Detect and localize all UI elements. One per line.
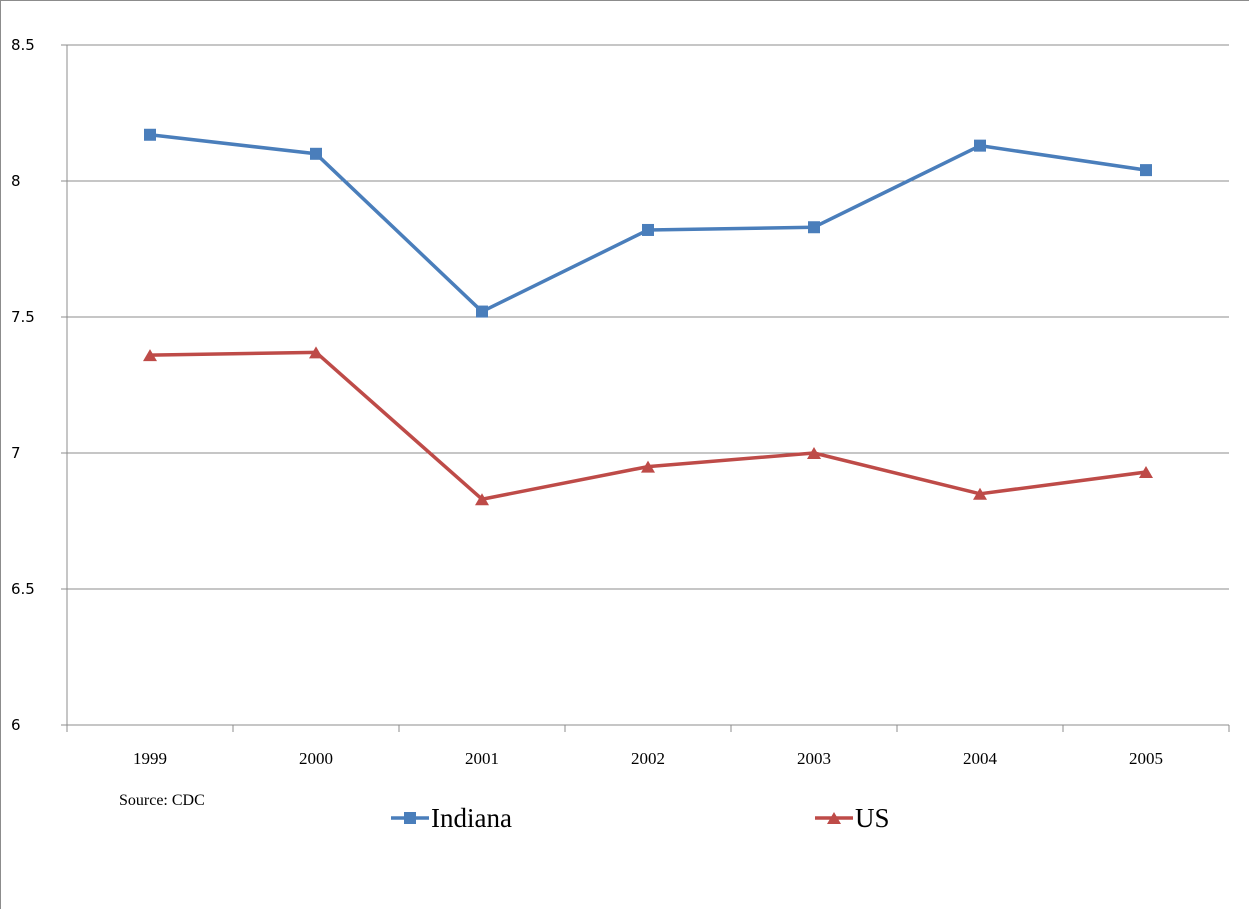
y-axis-ticks: 6 6.5 7 7.5 8 8.5	[11, 36, 35, 734]
data-point-indiana	[642, 223, 654, 236]
source-note: Source: CDC	[119, 792, 205, 809]
data-point-us	[143, 349, 157, 362]
x-tick-label: 2005	[1129, 749, 1163, 768]
series-line-indiana	[149, 133, 1147, 314]
y-tick-label: 7.5	[11, 308, 35, 326]
data-point-us	[309, 346, 323, 359]
x-tick-label: 2000	[299, 749, 333, 768]
y-tick-label: 8	[11, 172, 21, 190]
legend-label-indiana: Indiana	[431, 803, 512, 833]
data-point-us	[807, 447, 821, 459]
series-layer	[143, 128, 1153, 506]
gridlines	[61, 44, 1229, 590]
y-tick-label: 7	[11, 444, 21, 462]
x-tick-label: 2003	[797, 749, 831, 768]
series-line-us	[149, 350, 1147, 501]
x-axis-ticks: 1999 2000 2001 2002 2003 2004 2005	[133, 749, 1163, 768]
data-point-us	[641, 460, 655, 473]
legend: Indiana US	[391, 803, 890, 833]
axes	[61, 45, 1230, 732]
y-tick-label: 6	[11, 716, 21, 734]
data-point-indiana	[144, 128, 156, 141]
data-point-us	[1139, 466, 1153, 479]
legend-label-us: US	[855, 803, 890, 833]
data-point-us	[475, 493, 489, 506]
data-point-indiana	[476, 305, 488, 318]
y-tick-label: 6.5	[11, 580, 35, 598]
data-point-indiana	[974, 139, 986, 152]
x-tick-label: 2004	[963, 749, 998, 768]
data-point-indiana	[310, 147, 322, 160]
legend-marker-us	[827, 812, 841, 824]
x-tick-label: 2001	[465, 749, 499, 768]
data-point-indiana	[808, 221, 820, 234]
x-tick-label: 1999	[133, 749, 167, 768]
x-tick-label: 2002	[631, 749, 665, 768]
y-tick-label: 8.5	[11, 36, 35, 54]
data-point-indiana	[1140, 164, 1152, 177]
data-point-us	[973, 487, 987, 500]
legend-marker-indiana	[404, 812, 416, 824]
